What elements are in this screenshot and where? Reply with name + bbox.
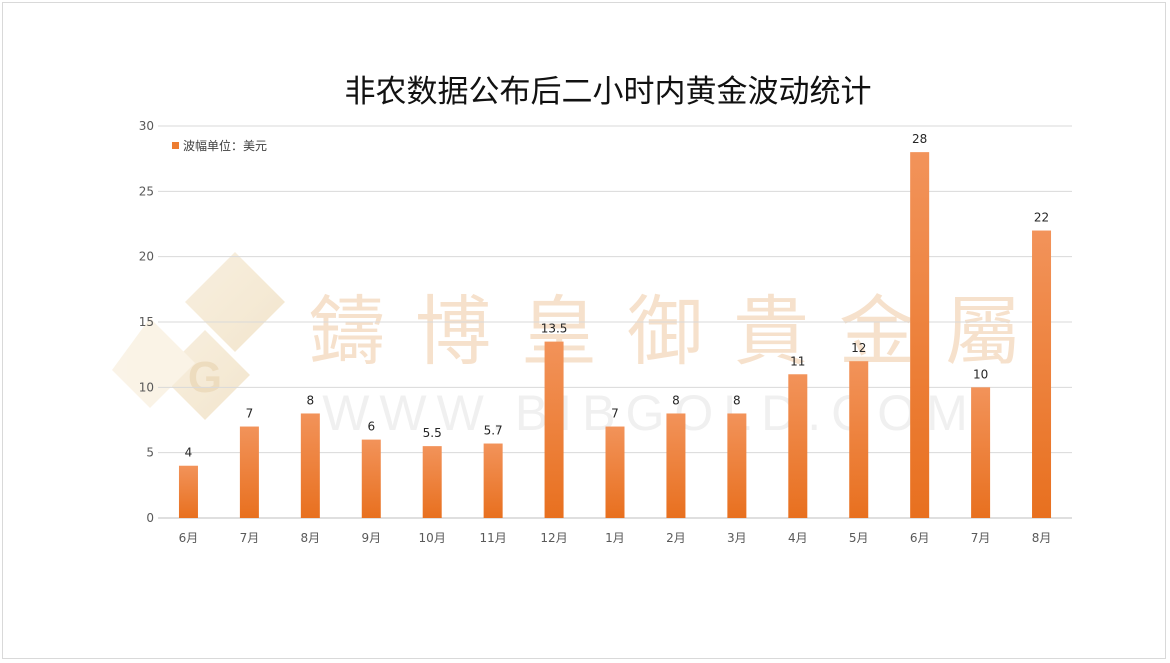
bar: [422, 446, 442, 518]
x-tick-label: 7月: [240, 531, 260, 545]
data-label: 12: [851, 341, 866, 355]
data-label: 13.5: [541, 322, 568, 336]
y-tick-label: 15: [139, 315, 154, 329]
x-axis: 6月 7月 8月 9月 10月 11月 12月 1月 2月 3月 4月 5月 6月 7月 8月: [179, 531, 1052, 545]
data-label: 10: [973, 367, 988, 381]
bar: [605, 426, 625, 518]
data-label: 8: [307, 393, 315, 407]
y-tick-label: 5: [146, 446, 154, 460]
x-tick-label: 6月: [179, 531, 199, 545]
x-tick-label: 8月: [301, 531, 321, 545]
bar: [788, 374, 808, 518]
bar: [544, 341, 564, 518]
x-tick-label: 5月: [849, 531, 869, 545]
bar: [666, 413, 686, 518]
bar: [483, 443, 503, 518]
data-label: 7: [246, 407, 254, 421]
watermark-logo: G: [112, 252, 285, 420]
watermark-logo-letter: G: [188, 353, 222, 402]
x-tick-label: 1月: [605, 531, 625, 545]
bar: [361, 439, 381, 518]
data-label: 4: [185, 446, 193, 460]
watermark-text: 鑄博皇御貴金屬: [309, 287, 1051, 376]
x-tick-label: 3月: [727, 531, 747, 545]
x-tick-label: 9月: [361, 531, 381, 545]
x-tick-label: 7月: [971, 531, 991, 545]
y-tick-label: 10: [139, 380, 154, 394]
data-label: 8: [733, 393, 741, 407]
x-tick-label: 11月: [479, 531, 506, 545]
data-label: 22: [1034, 211, 1049, 225]
bar: [1032, 230, 1052, 519]
data-labels: 4 7 8 6 5.5 5.7 13.5 7 8 8 11 12 28 10 22: [185, 132, 1050, 460]
y-axis: 0 5 10 15 20 25 30: [139, 119, 154, 525]
data-label: 8: [672, 393, 680, 407]
x-tick-label: 2月: [666, 531, 686, 545]
y-tick-label: 25: [139, 184, 154, 198]
data-label: 5.7: [484, 424, 503, 438]
x-tick-label: 8月: [1032, 531, 1052, 545]
y-tick-label: 30: [139, 119, 154, 133]
x-tick-label: 4月: [788, 531, 808, 545]
x-tick-label: 12月: [540, 531, 567, 545]
watermark-url: WWW.BIBGOLD.COM: [322, 385, 978, 441]
bar: [239, 426, 259, 518]
bar: [178, 465, 198, 518]
bar: [849, 361, 869, 518]
data-label: 5.5: [423, 426, 442, 440]
data-label: 11: [790, 354, 805, 368]
bar: [910, 152, 930, 518]
bar: [971, 387, 991, 518]
legend-label: 波幅单位：美元: [183, 138, 267, 153]
x-tick-label: 6月: [910, 531, 930, 545]
legend-swatch: [172, 142, 179, 149]
bar: [727, 413, 747, 518]
bar: [300, 413, 320, 518]
x-tick-label: 10月: [419, 531, 446, 545]
bars: [178, 152, 1052, 519]
data-label: 6: [367, 420, 375, 434]
data-label: 7: [611, 407, 619, 421]
chart-title: 非农数据公布后二小时内黄金波动统计: [345, 74, 872, 110]
legend: 波幅单位：美元: [172, 138, 267, 153]
data-label: 28: [912, 132, 927, 146]
y-tick-label: 0: [146, 511, 154, 525]
y-tick-label: 20: [139, 250, 154, 264]
